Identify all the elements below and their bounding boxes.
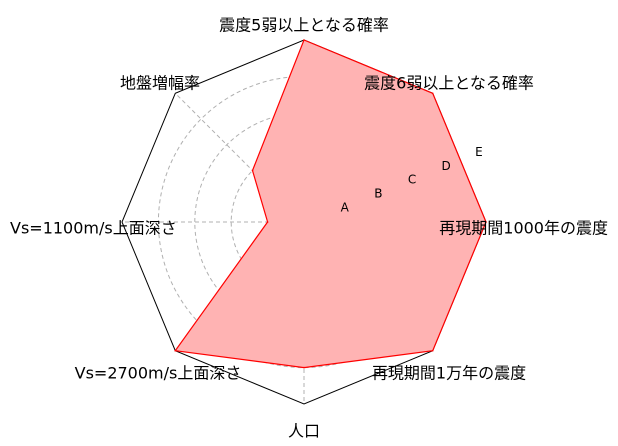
data-point-6 (174, 349, 177, 352)
level-label-e: E (475, 145, 483, 159)
data-point-4 (431, 349, 434, 352)
axis-label-8: 地盤増幅率 (120, 74, 200, 93)
axis-label-1: 震度5弱以上となる確率 (219, 16, 389, 35)
tick-layer: A B C D E (341, 145, 483, 215)
axis-label-2: 震度6弱以上となる確率 (364, 74, 534, 93)
data-point-1 (303, 39, 305, 41)
axis-label-5: 人口 (288, 422, 320, 441)
level-label-c: C (408, 173, 416, 187)
data-point-8 (251, 169, 254, 172)
level-label-d: D (442, 159, 451, 173)
data-layer (174, 39, 487, 369)
label-layer: 震度5弱以上となる確率震度6弱以上となる確率再現期間1000年の震度再現期間1万… (10, 16, 608, 441)
level-label-a: A (341, 201, 350, 215)
data-point-5 (303, 366, 305, 369)
data-point-3 (485, 221, 487, 223)
axis-label-4: 再現期間1万年の震度 (372, 364, 526, 383)
axis-label-7: Vs=1100m/s上面深さ (10, 219, 177, 238)
axis-label-3: 再現期間1000年の震度 (439, 219, 608, 238)
level-label-b: B (374, 187, 382, 201)
data-point-7 (266, 221, 269, 223)
data-point-2 (431, 92, 434, 95)
axis-label-6: Vs=2700m/s上面深さ (75, 364, 242, 383)
